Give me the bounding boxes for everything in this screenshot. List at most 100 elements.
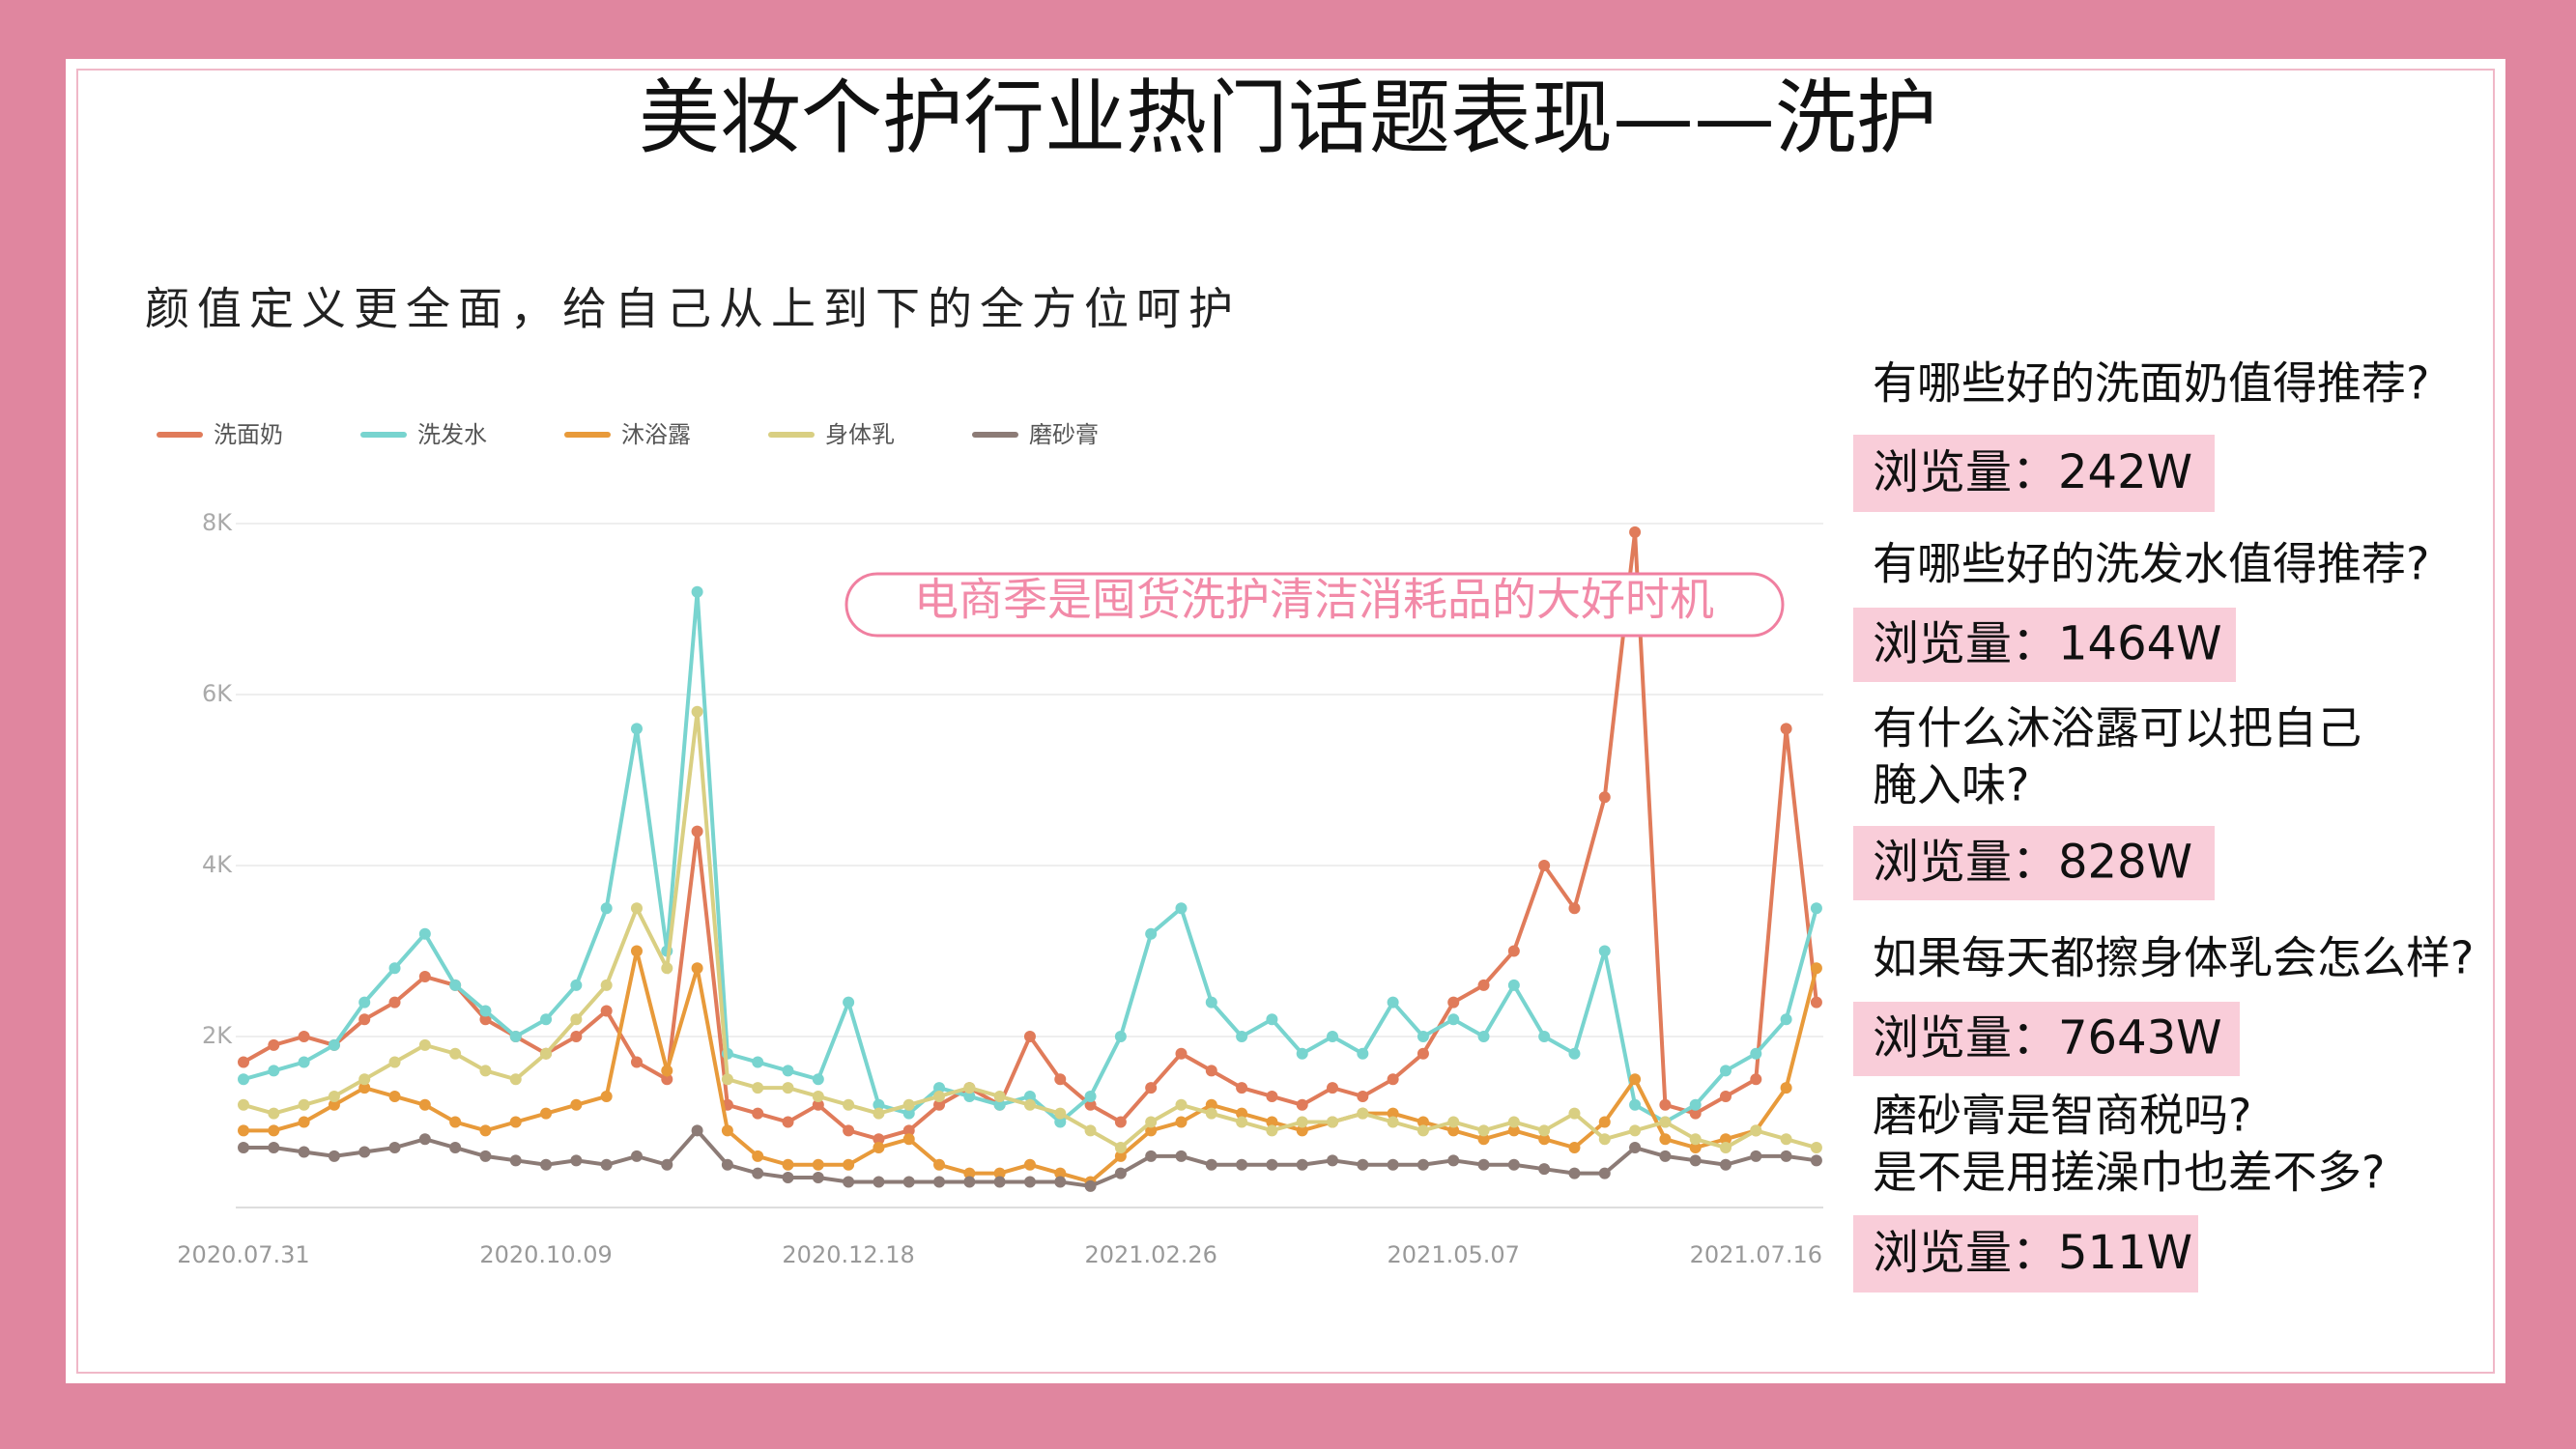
point bbox=[1538, 1031, 1551, 1042]
point bbox=[238, 1098, 249, 1111]
question: 如果每天都擦身体乳会怎么样? bbox=[1873, 932, 2474, 984]
point bbox=[1296, 1047, 1308, 1060]
point bbox=[1538, 1163, 1551, 1176]
point bbox=[1357, 1047, 1369, 1060]
point bbox=[1810, 1142, 1822, 1154]
point bbox=[843, 996, 855, 1009]
point bbox=[691, 1124, 703, 1137]
point bbox=[1387, 996, 1399, 1009]
point bbox=[1327, 1154, 1339, 1167]
point bbox=[1750, 1047, 1762, 1060]
point bbox=[1719, 1065, 1732, 1077]
point bbox=[509, 1073, 522, 1086]
point bbox=[268, 1142, 280, 1154]
point bbox=[752, 1107, 764, 1120]
views: 浏览量：511W bbox=[1873, 1226, 2192, 1280]
point bbox=[963, 1090, 976, 1102]
y-tick-label: 4K bbox=[202, 851, 233, 878]
point bbox=[752, 1167, 764, 1179]
point bbox=[1477, 1158, 1490, 1171]
point bbox=[600, 1090, 613, 1102]
point bbox=[1447, 1116, 1460, 1128]
point bbox=[328, 1038, 340, 1051]
point bbox=[1689, 1142, 1702, 1154]
point bbox=[1780, 723, 1792, 735]
point bbox=[1417, 1116, 1429, 1128]
point bbox=[752, 1056, 764, 1068]
point bbox=[1780, 1082, 1792, 1094]
point bbox=[509, 1116, 522, 1128]
point bbox=[1719, 1133, 1732, 1146]
point bbox=[1266, 1090, 1278, 1102]
point bbox=[1236, 1158, 1248, 1171]
point bbox=[933, 1158, 946, 1171]
point bbox=[1145, 1150, 1158, 1162]
x-tick-label: 2020.12.18 bbox=[782, 1241, 914, 1268]
point bbox=[238, 1056, 249, 1068]
point bbox=[993, 1098, 1006, 1111]
point bbox=[358, 1146, 371, 1158]
point bbox=[418, 1038, 431, 1051]
x-tick-label: 2020.10.09 bbox=[479, 1241, 612, 1268]
point bbox=[1689, 1133, 1702, 1146]
point bbox=[1266, 1124, 1278, 1137]
point bbox=[388, 996, 401, 1009]
point bbox=[812, 1098, 824, 1111]
point bbox=[873, 1176, 885, 1188]
views-box bbox=[1853, 608, 2236, 682]
point bbox=[630, 723, 643, 735]
point bbox=[1357, 1158, 1369, 1171]
point bbox=[1296, 1116, 1308, 1128]
point bbox=[298, 1056, 310, 1068]
point bbox=[1598, 1133, 1611, 1146]
point bbox=[1054, 1167, 1067, 1179]
point bbox=[1175, 1150, 1188, 1162]
point bbox=[1538, 1133, 1551, 1146]
point bbox=[449, 979, 462, 991]
question: 磨砂膏是智商税吗? bbox=[1873, 1090, 2251, 1142]
plot: 2K 4K 6K 8K 2020.07.31 2020.10.09 2020.12.18 20… bbox=[177, 509, 1823, 1268]
point bbox=[1145, 927, 1158, 940]
point bbox=[1659, 1098, 1672, 1111]
point bbox=[1054, 1073, 1067, 1086]
point bbox=[1750, 1150, 1762, 1162]
point bbox=[661, 1073, 673, 1086]
point bbox=[1236, 1031, 1248, 1042]
point bbox=[479, 1065, 492, 1077]
point bbox=[1568, 1167, 1581, 1179]
point bbox=[238, 1073, 249, 1086]
point bbox=[509, 1031, 522, 1042]
point bbox=[540, 1158, 553, 1171]
views: 浏览量：7643W bbox=[1873, 1011, 2222, 1065]
point bbox=[691, 825, 703, 838]
point bbox=[298, 1031, 310, 1042]
point bbox=[1114, 1116, 1127, 1128]
point bbox=[1175, 1116, 1188, 1128]
point bbox=[358, 1082, 371, 1094]
point bbox=[1447, 1013, 1460, 1026]
point bbox=[1023, 1098, 1036, 1111]
point bbox=[1296, 1124, 1308, 1137]
point bbox=[1387, 1073, 1399, 1086]
point bbox=[782, 1158, 794, 1171]
point bbox=[630, 1150, 643, 1162]
point bbox=[1387, 1116, 1399, 1128]
point bbox=[1750, 1124, 1762, 1137]
point bbox=[691, 705, 703, 718]
point bbox=[1659, 1116, 1672, 1128]
point bbox=[1810, 902, 1822, 915]
point bbox=[873, 1098, 885, 1111]
point bbox=[1750, 1073, 1762, 1086]
point bbox=[418, 971, 431, 983]
point bbox=[721, 1124, 733, 1137]
point bbox=[630, 902, 643, 915]
point bbox=[1689, 1154, 1702, 1167]
point bbox=[902, 1176, 915, 1188]
point bbox=[570, 1098, 583, 1111]
point bbox=[1598, 1116, 1611, 1128]
point bbox=[298, 1098, 310, 1111]
point bbox=[1780, 1133, 1792, 1146]
point bbox=[630, 1056, 643, 1068]
